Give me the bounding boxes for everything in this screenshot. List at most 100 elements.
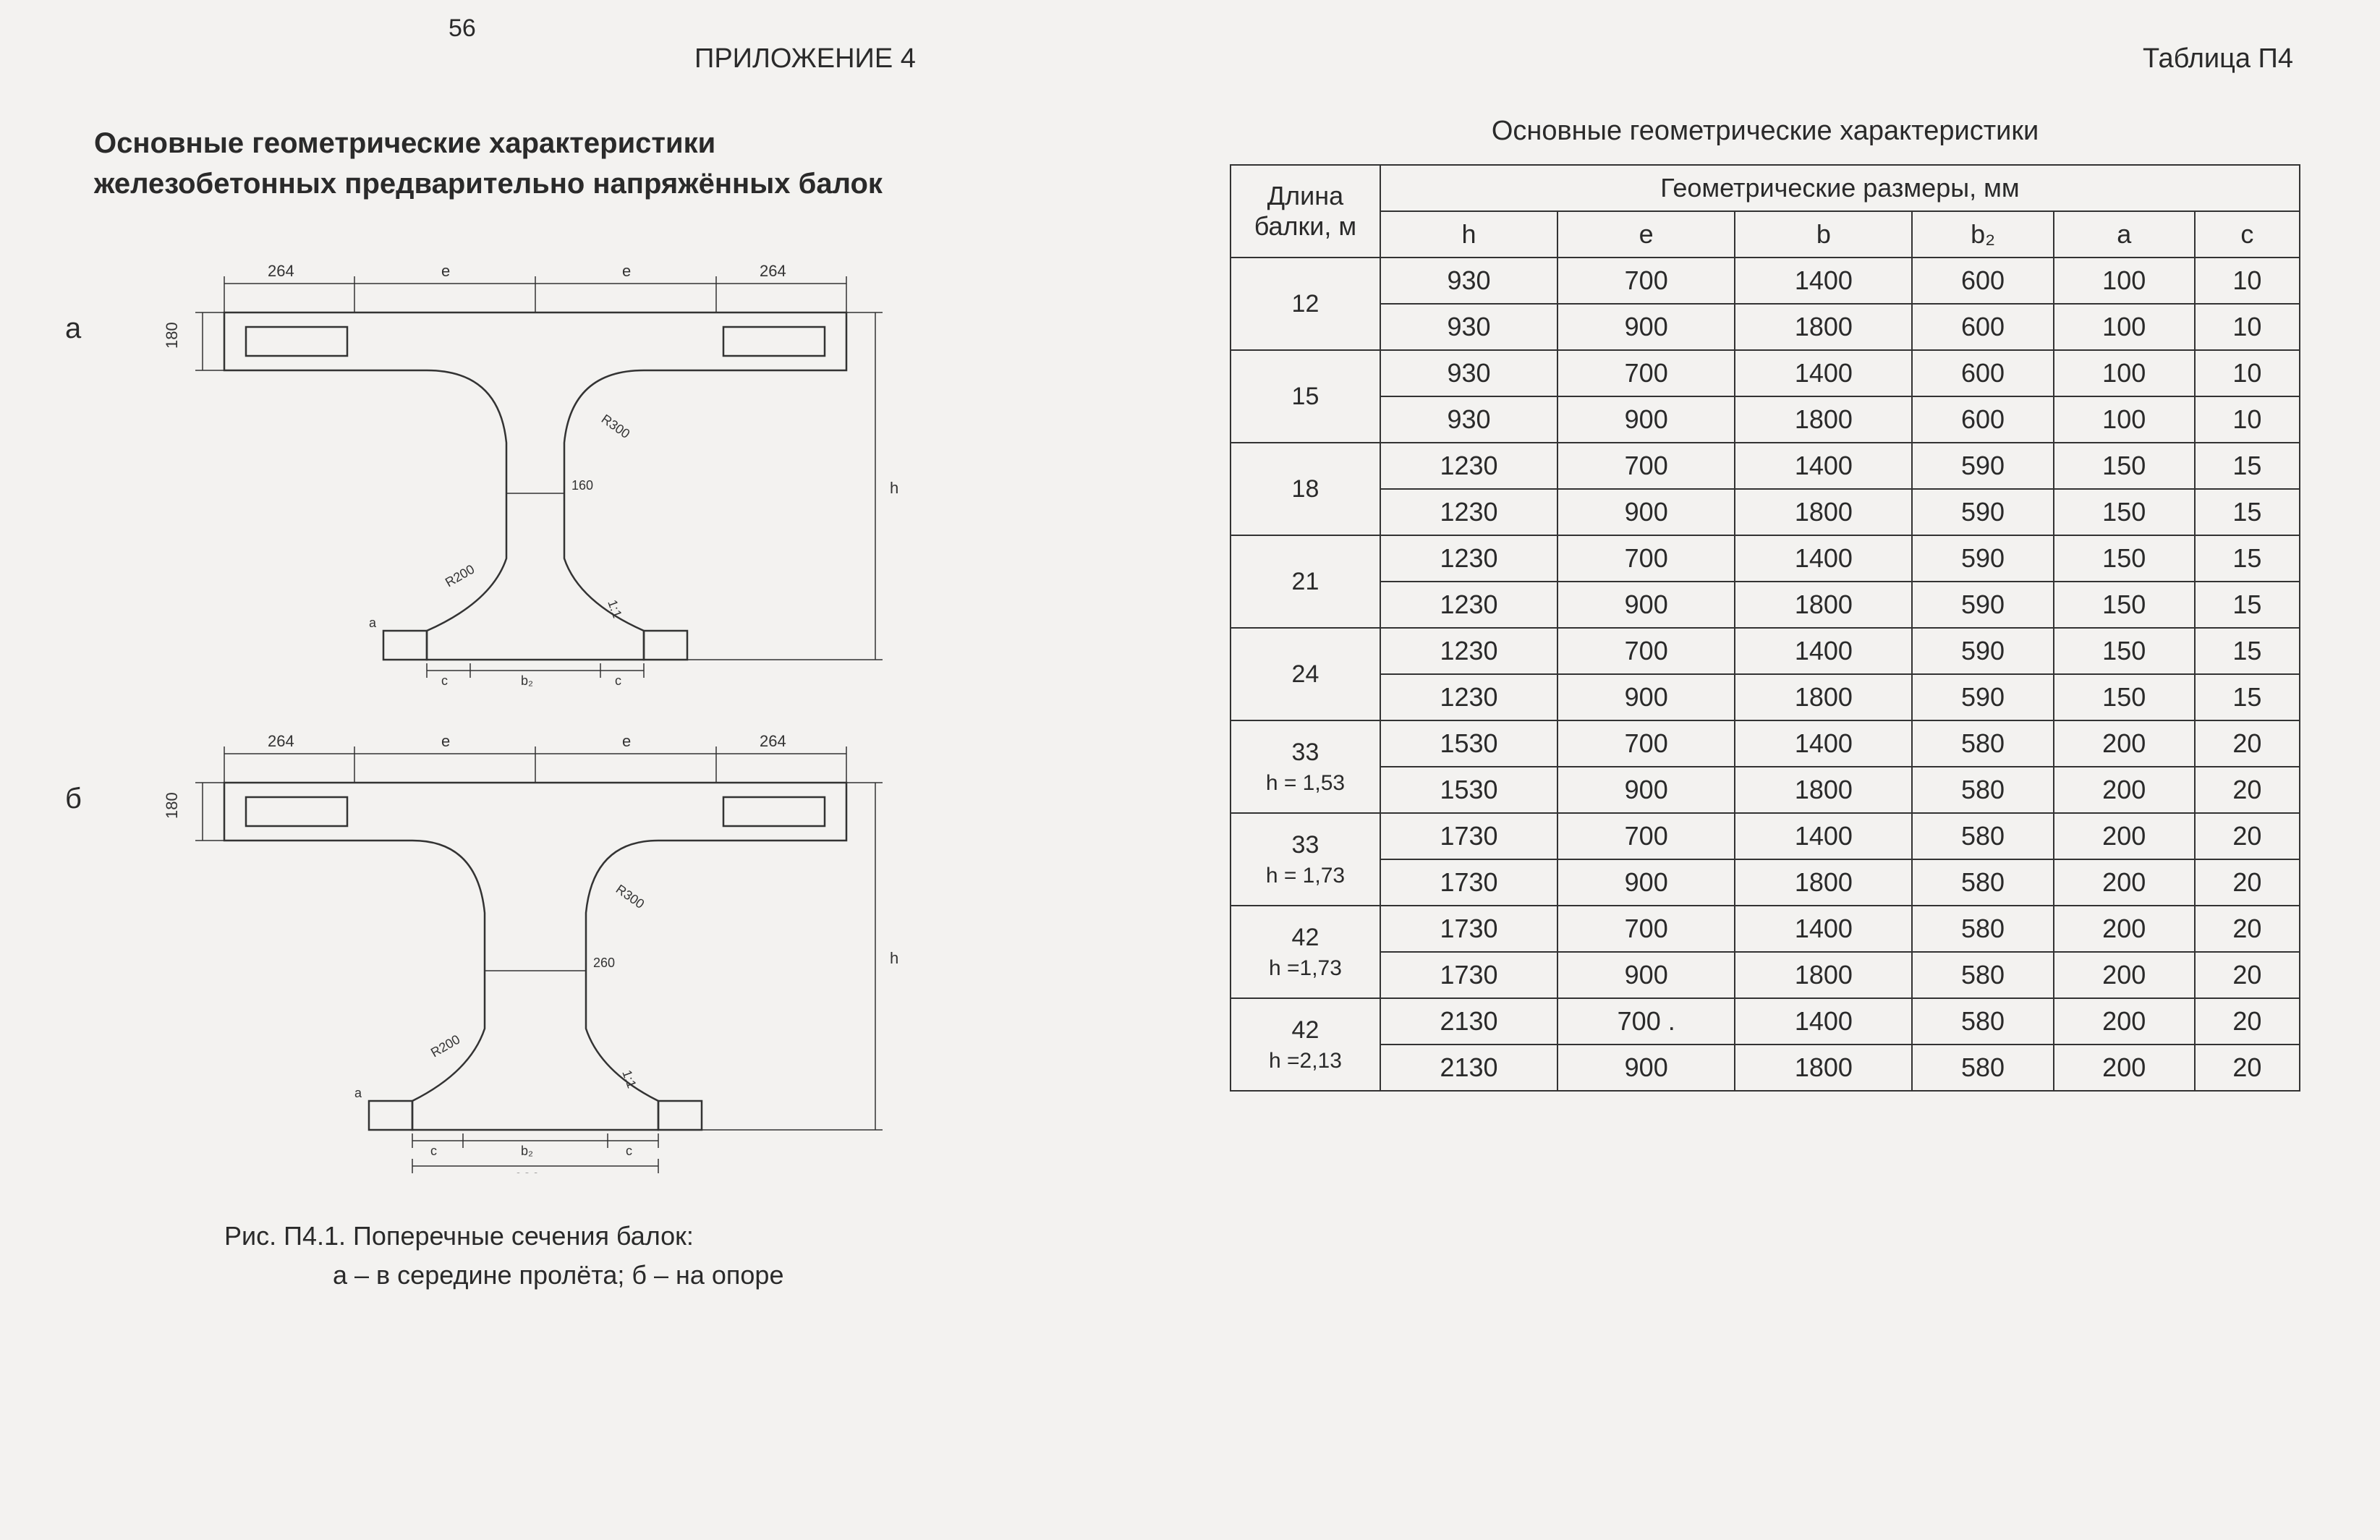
table-label: Таблица П4 [2143,43,2293,75]
table-row: 12930700140060010010 [1231,258,2300,304]
dim-a-c-r: c [615,673,621,688]
table-row: 33h = 1,731730700140058020020 [1231,813,2300,859]
cell: 930 [1380,396,1557,443]
dim-a-a: a [369,616,377,630]
cell: 900 [1557,396,1735,443]
dim-a-web: 160 [571,478,593,493]
cell: 1230 [1380,489,1557,535]
cell: 1530 [1380,720,1557,767]
left-column: Основные геометрические характеристики ж… [36,123,1121,1295]
th-group-dims: Геометрические размеры, мм [1380,165,2300,211]
dim-b-top-cant-l: 264 [268,732,294,750]
cell-length: 24 [1231,628,1380,720]
cell: 2130 [1380,998,1557,1045]
dim-b-r300: R300 [613,882,647,911]
right-title: Основные геометрические характеристики [1230,116,2300,147]
cell: 700 [1557,813,1735,859]
cell: 200 [2054,767,2195,813]
cell: 900 [1557,767,1735,813]
cell: 1800 [1735,859,1912,906]
table-row: 930900180060010010 [1231,304,2300,350]
dim-a-h: h [890,479,898,497]
cell: 10 [2195,396,2300,443]
table-row: 1730900180058020020 [1231,952,2300,998]
th-col-5: c [2195,211,2300,258]
table-row: 15930700140060010010 [1231,350,2300,396]
table-row: 211230700140059015015 [1231,535,2300,582]
dim-b-top-span-l: e [441,732,450,750]
cell: 200 [2054,906,2195,952]
cell: 580 [1912,813,2053,859]
cell: 150 [2054,443,2195,489]
cell: 1530 [1380,767,1557,813]
cell: 580 [1912,720,2053,767]
table-row: 1530900180058020020 [1231,767,2300,813]
cell: 700 [1557,906,1735,952]
cell: 900 [1557,582,1735,628]
cell: 150 [2054,535,2195,582]
cell: 600 [1912,258,2053,304]
cell: 200 [2054,952,2195,998]
dim-b-h: h [890,949,898,967]
figure-a-label: а [65,312,81,345]
cell: 700 [1557,443,1735,489]
cell-length: 12 [1231,258,1380,350]
cell: 590 [1912,582,2053,628]
cell: 590 [1912,674,2053,720]
dim-a-flange-h: 180 [163,322,181,349]
cell: 1800 [1735,396,1912,443]
figure-a-wrap: а [36,226,1121,689]
cell: 900 [1557,952,1735,998]
cell: 15 [2195,674,2300,720]
cell: 15 [2195,443,2300,489]
cell: 600 [1912,304,2053,350]
cell: 580 [1912,859,2053,906]
cell: 1800 [1735,304,1912,350]
cell: 1230 [1380,535,1557,582]
cell: 100 [2054,304,2195,350]
cell: 10 [2195,350,2300,396]
dim-b-flange-h: 180 [163,792,181,819]
table-row: 1230900180059015015 [1231,674,2300,720]
cell: 1800 [1735,767,1912,813]
cell: 590 [1912,489,2053,535]
cell-length: 33h = 1,53 [1231,720,1380,813]
cell: 700 . [1557,998,1735,1045]
dim-b-a: a [354,1086,362,1100]
left-title: Основные геометрические характеристики ж… [36,123,1121,204]
appendix-label: ПРИЛОЖЕНИЕ 4 [694,43,916,75]
dim-a-b2: b₂ [521,673,533,688]
cell: 2130 [1380,1045,1557,1091]
cell: 1400 [1735,258,1912,304]
cell: 20 [2195,1045,2300,1091]
cell: 1230 [1380,628,1557,674]
table-row: 42h =1,731730700140058020020 [1231,906,2300,952]
table-row: 181230700140059015015 [1231,443,2300,489]
figure-caption: Рис. П4.1. Поперечные сечения балок: а –… [36,1217,1121,1295]
table-row: 241230700140059015015 [1231,628,2300,674]
cell: 1730 [1380,813,1557,859]
dim-b-top-cant-r: 264 [760,732,786,750]
cell-length: 21 [1231,535,1380,628]
th-col-2: b [1735,211,1912,258]
table-row: 1730900180058020020 [1231,859,2300,906]
cell: 200 [2054,998,2195,1045]
cell: 1400 [1735,720,1912,767]
data-table: Длина балки, м Геометрические размеры, м… [1230,164,2300,1092]
cell: 590 [1912,535,2053,582]
cell: 1400 [1735,628,1912,674]
cell: 1800 [1735,489,1912,535]
cell: 900 [1557,859,1735,906]
dim-a-top-cant-r: 264 [760,262,786,280]
th-col-3: b₂ [1912,211,2053,258]
dim-b-web: 260 [593,956,615,970]
cell: 600 [1912,350,2053,396]
cell: 200 [2054,720,2195,767]
dim-b-r200: R200 [428,1032,462,1060]
dim-b-top-span-r: e [622,732,631,750]
dim-a-slope: 1:1 [605,598,624,620]
dim-a-r200: R200 [443,562,477,590]
cell: 1400 [1735,813,1912,859]
cell: 200 [2054,813,2195,859]
dim-b-c-l: c [430,1144,437,1158]
